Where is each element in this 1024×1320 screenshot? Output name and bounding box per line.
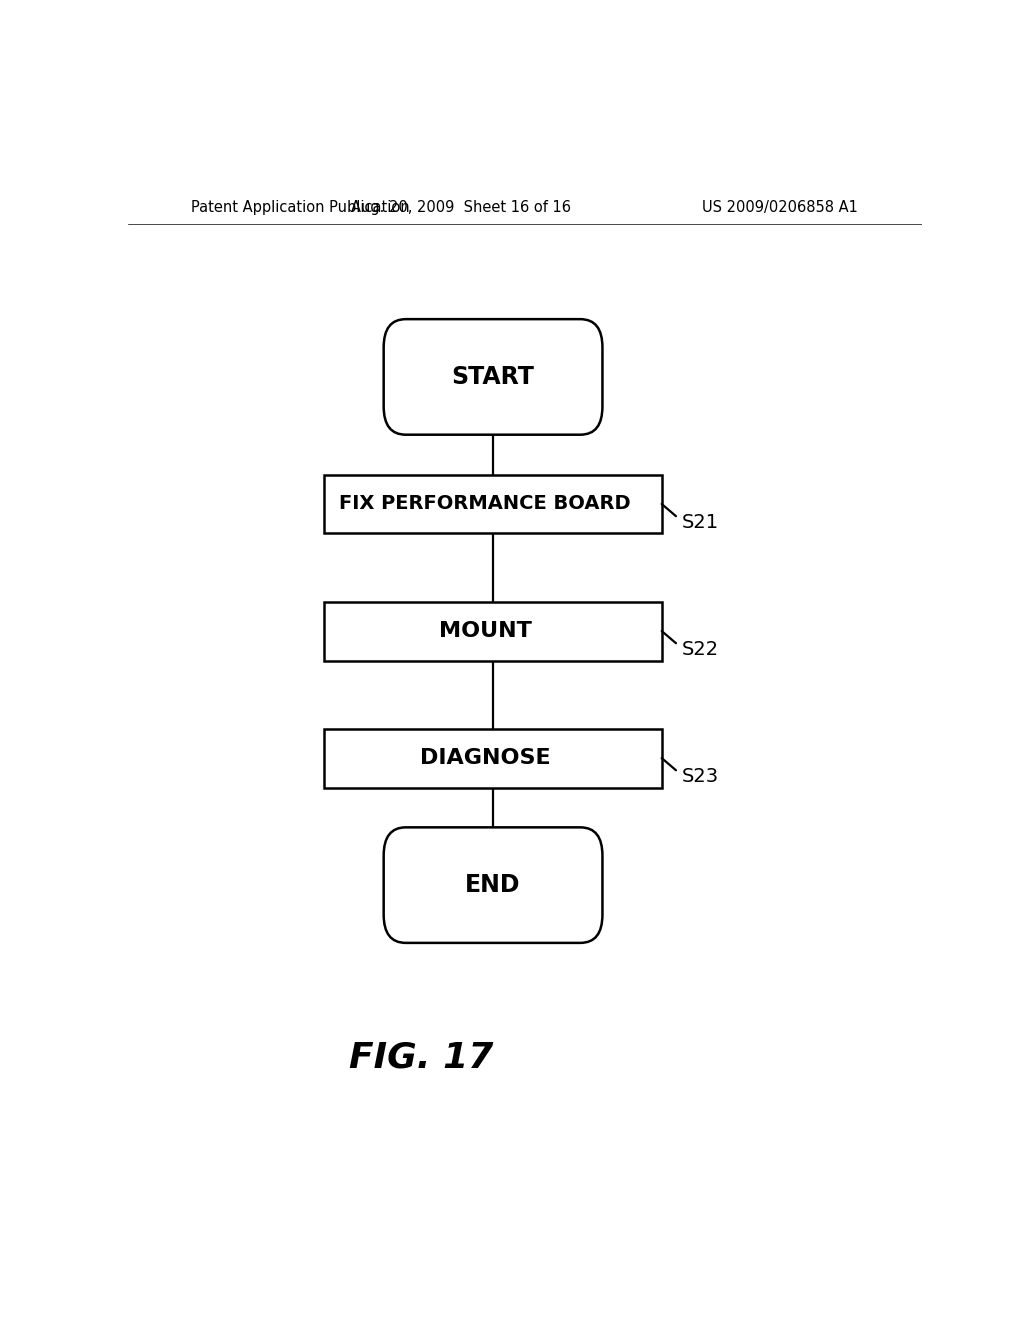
FancyBboxPatch shape <box>384 319 602 434</box>
Text: S21: S21 <box>682 512 719 532</box>
Text: S23: S23 <box>682 767 719 785</box>
Text: S22: S22 <box>682 640 719 659</box>
Text: DIAGNOSE: DIAGNOSE <box>420 748 551 768</box>
Text: MOUNT: MOUNT <box>438 620 531 642</box>
FancyBboxPatch shape <box>325 602 662 660</box>
Text: END: END <box>465 873 521 898</box>
Text: FIG. 17: FIG. 17 <box>349 1041 494 1074</box>
FancyBboxPatch shape <box>384 828 602 942</box>
FancyBboxPatch shape <box>325 474 662 533</box>
Text: Patent Application Publication: Patent Application Publication <box>191 199 411 215</box>
FancyBboxPatch shape <box>325 729 662 788</box>
Text: START: START <box>452 364 535 389</box>
Text: US 2009/0206858 A1: US 2009/0206858 A1 <box>702 199 858 215</box>
Text: FIX PERFORMANCE BOARD: FIX PERFORMANCE BOARD <box>339 495 631 513</box>
Text: Aug. 20, 2009  Sheet 16 of 16: Aug. 20, 2009 Sheet 16 of 16 <box>351 199 571 215</box>
